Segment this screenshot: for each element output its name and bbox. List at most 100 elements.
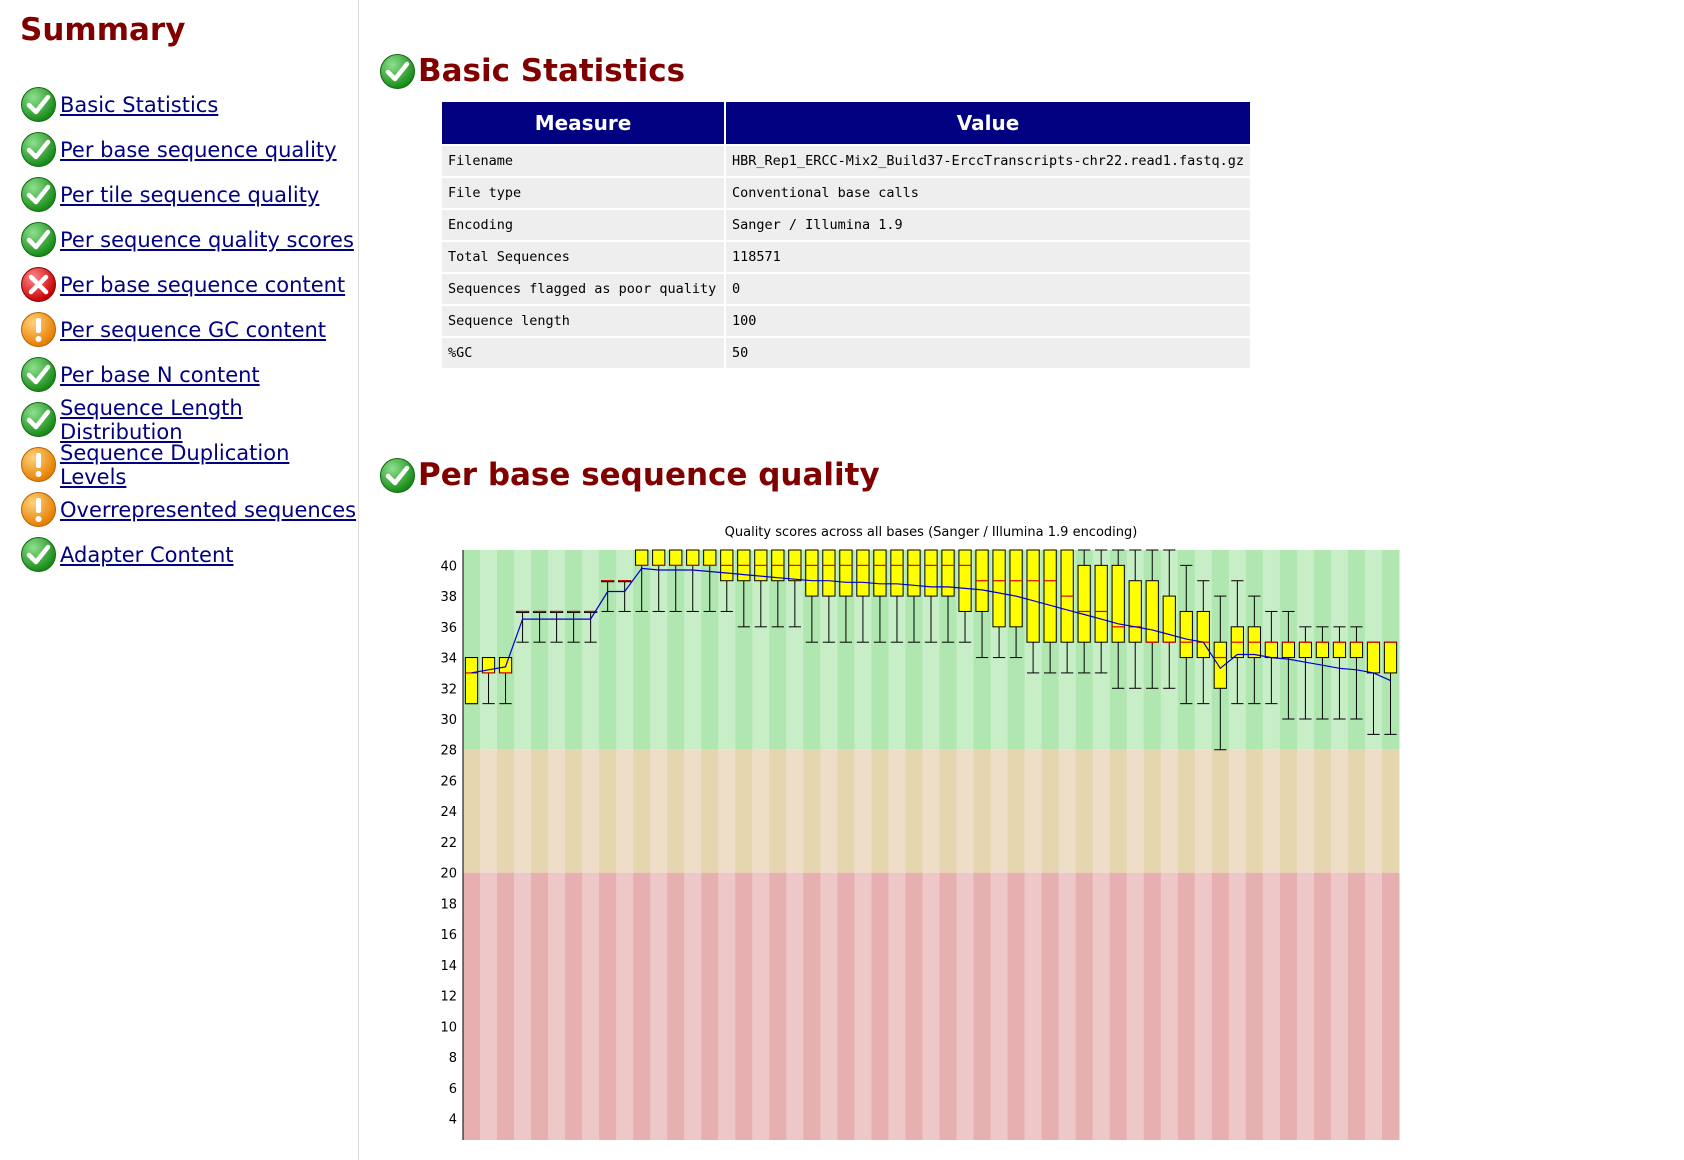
- quality-band-green: [939, 550, 958, 750]
- quality-band-orange: [497, 749, 515, 873]
- y-tick-label: 28: [440, 744, 457, 759]
- summary-link-per-sequence-gc[interactable]: Per sequence GC content: [60, 317, 327, 342]
- value-cell: 50: [726, 338, 1251, 368]
- pass-icon: [379, 53, 416, 90]
- summary-link-adapter-content[interactable]: Adapter Content: [60, 542, 234, 567]
- quality-band-green: [905, 550, 923, 750]
- summary-link-per-base-content[interactable]: Per base sequence content: [60, 272, 346, 297]
- quality-band-orange: [1041, 749, 1060, 873]
- summary-link-basic-statistics[interactable]: Basic Statistics: [60, 92, 219, 117]
- summary-link-per-tile-quality[interactable]: Per tile sequence quality: [60, 182, 320, 207]
- quality-band-orange: [820, 749, 838, 873]
- y-tick-label: 4: [449, 1112, 457, 1127]
- basic-statistics-title: Basic Statistics: [418, 53, 686, 89]
- summary-item-per-sequence-gc: Per sequence GC content: [20, 307, 358, 352]
- quality-band-red: [1177, 872, 1196, 1140]
- quality-box: [1009, 549, 1023, 628]
- quality-band-orange: [973, 749, 992, 873]
- quality-band-red: [1143, 872, 1162, 1140]
- quality-band-red: [1330, 872, 1349, 1140]
- quality-box: [805, 549, 819, 597]
- quality-band-green: [514, 550, 532, 750]
- quality-band-red: [548, 872, 566, 1140]
- y-tick-label: 6: [449, 1082, 457, 1097]
- quality-band-green: [633, 550, 651, 750]
- quality-band-red: [1245, 872, 1264, 1140]
- quality-box: [1094, 564, 1108, 643]
- pass-icon: [20, 401, 57, 438]
- quality-band-green: [922, 550, 941, 750]
- quality-band-orange: [1160, 749, 1179, 873]
- quality-box: [652, 549, 666, 566]
- quality-band-red: [786, 872, 804, 1140]
- y-tick-label: 32: [440, 682, 457, 697]
- quality-band-red: [990, 872, 1009, 1140]
- summary-link-length-distribution[interactable]: Sequence Length Distribution: [60, 395, 243, 444]
- summary-link-duplication-levels[interactable]: Sequence Duplication Levels: [60, 440, 290, 489]
- quality-band-red: [1194, 872, 1213, 1140]
- quality-band-orange: [1211, 749, 1230, 873]
- quality-box: [992, 549, 1006, 628]
- quality-band-orange: [1228, 749, 1247, 873]
- value-cell: 118571: [726, 242, 1251, 272]
- main-content: Basic Statistics Measure Value Filename H…: [359, 0, 1684, 1160]
- quality-box: [703, 549, 717, 566]
- quality-band-orange: [1313, 749, 1332, 873]
- quality-band-orange: [1279, 749, 1298, 873]
- pass-icon: [379, 457, 416, 494]
- quality-band-orange: [837, 749, 855, 873]
- basic-statistics-table: Measure Value Filename HBR_Rep1_ERCC-Mix2…: [440, 100, 1252, 370]
- quality-band-orange: [1092, 749, 1111, 873]
- quality-band-red: [1007, 872, 1026, 1140]
- quality-box: [1128, 580, 1142, 643]
- quality-box: [635, 549, 649, 566]
- quality-band-orange: [1058, 749, 1077, 873]
- summary-link-per-base-n[interactable]: Per base N content: [60, 362, 260, 387]
- quality-band-red: [1279, 872, 1298, 1140]
- quality-box: [1383, 641, 1398, 674]
- quality-band-red: [973, 872, 992, 1140]
- quality-box: [464, 657, 479, 705]
- quality-band-red: [1228, 872, 1247, 1140]
- quality-band-red: [769, 872, 787, 1140]
- summary-link-per-sequence-quality[interactable]: Per sequence quality scores: [60, 227, 354, 252]
- quality-band-green: [820, 550, 838, 750]
- quality-band-orange: [599, 749, 617, 873]
- quality-box: [1026, 549, 1040, 643]
- fail-icon: [20, 266, 57, 303]
- y-tick-label: 36: [440, 621, 457, 636]
- measure-column-header: Measure: [442, 102, 724, 144]
- y-tick-label: 34: [440, 652, 457, 667]
- pass-icon: [20, 536, 57, 573]
- quality-band-green: [701, 550, 719, 750]
- value-cell: 100: [726, 306, 1251, 336]
- quality-band-orange: [1364, 749, 1383, 873]
- quality-box: [1213, 641, 1227, 689]
- quality-band-orange: [582, 749, 600, 873]
- quality-band-green: [871, 550, 889, 750]
- quality-band-green: [735, 550, 753, 750]
- chart-title: Quality scores across all bases (Sanger …: [725, 525, 1138, 540]
- quality-band-red: [599, 872, 617, 1140]
- quality-box: [686, 549, 700, 566]
- mean-line: [471, 567, 1391, 682]
- y-tick-label: 40: [440, 559, 457, 574]
- quality-band-red: [820, 872, 838, 1140]
- y-tick-label: 22: [440, 836, 457, 851]
- quality-band-green: [718, 550, 736, 750]
- summary-link-per-base-quality[interactable]: Per base sequence quality: [60, 137, 337, 162]
- warn-icon: [20, 491, 57, 528]
- quality-band-orange: [1296, 749, 1315, 873]
- warn-icon: [20, 446, 57, 483]
- table-row: Sequences flagged as poor quality 0: [442, 274, 1251, 304]
- quality-band-green: [769, 550, 787, 750]
- quality-band-red: [871, 872, 889, 1140]
- quality-band-red: [565, 872, 583, 1140]
- quality-box: [958, 549, 972, 612]
- quality-band-red: [939, 872, 958, 1140]
- quality-band-red: [1381, 872, 1400, 1140]
- quality-box: [1111, 564, 1125, 643]
- quality-band-green: [548, 550, 566, 750]
- quality-band-orange: [1126, 749, 1145, 873]
- summary-link-overrepresented[interactable]: Overrepresented sequences: [60, 497, 357, 522]
